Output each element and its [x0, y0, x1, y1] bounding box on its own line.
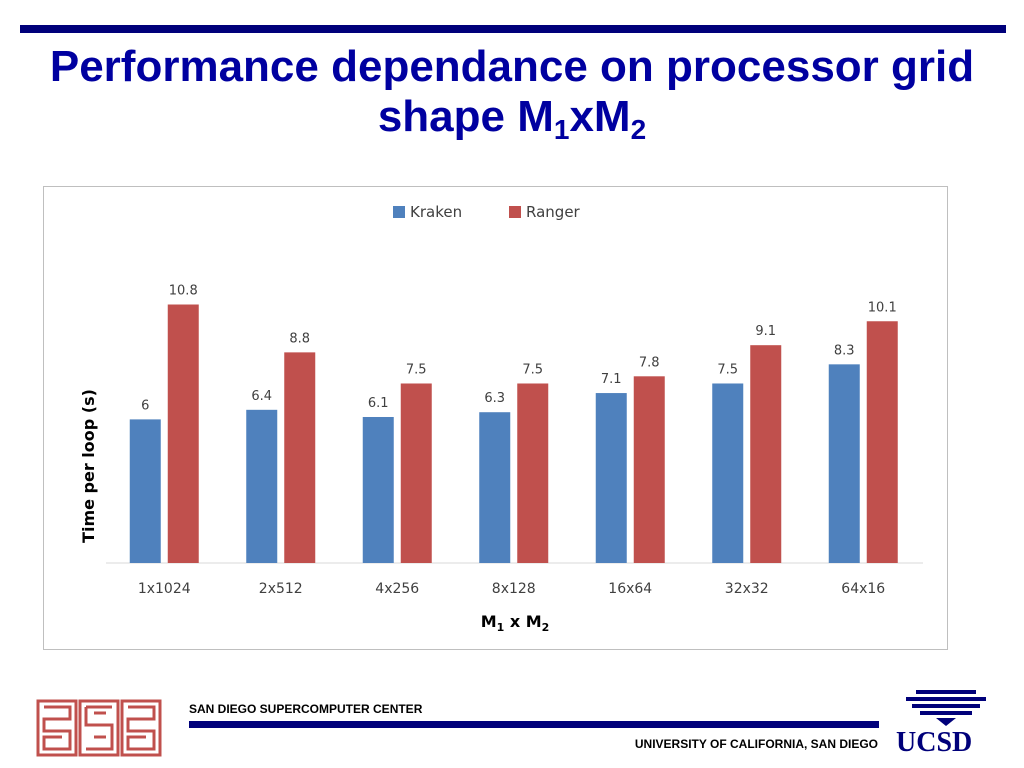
title-subscript-1: 1	[553, 114, 570, 145]
data-label-ranger-1x1024: 10.8	[169, 284, 198, 299]
footer-organization: SAN DIEGO SUPERCOMPUTER CENTER	[189, 702, 423, 716]
sdsc-logo-icon	[36, 699, 162, 757]
bar-ranger-4x256	[400, 383, 432, 563]
bar-kraken-64x16	[828, 364, 860, 563]
data-label-kraken-8x128: 6.3	[484, 391, 505, 406]
bar-ranger-32x32	[750, 345, 782, 563]
bar-ranger-16x64	[633, 376, 665, 563]
ucsd-emblem-icon	[906, 690, 986, 726]
bar-kraken-16x64	[595, 393, 627, 563]
data-label-ranger-4x256: 7.5	[406, 362, 427, 377]
y-axis-title: Time per loop (s)	[79, 389, 98, 543]
bar-ranger-2x512	[284, 352, 316, 563]
title-subscript-2: 2	[630, 114, 647, 145]
slide-title: Performance dependance on processor grid…	[0, 42, 1024, 145]
x-tick-label-8x128: 8x128	[492, 581, 536, 597]
slide-title-line2: shape M1xM2	[0, 92, 1024, 145]
legend-swatch-ranger	[509, 206, 521, 218]
data-label-kraken-64x16: 8.3	[834, 343, 855, 358]
data-label-ranger-8x128: 7.5	[522, 362, 543, 377]
data-label-kraken-4x256: 6.1	[368, 396, 389, 411]
data-label-ranger-64x16: 10.1	[868, 300, 897, 315]
title-top-rule	[20, 25, 1006, 33]
x-tick-label-32x32: 32x32	[725, 581, 769, 597]
data-label-kraken-16x64: 7.1	[601, 372, 622, 387]
bar-ranger-8x128	[517, 383, 549, 563]
bar-kraken-1x1024	[129, 419, 161, 563]
x-axis-title: M1 x M2	[481, 612, 550, 634]
title-shape-mid: xM	[569, 92, 631, 141]
x-tick-label-2x512: 2x512	[259, 581, 303, 597]
bar-ranger-64x16	[866, 321, 898, 563]
footer-university: UNIVERSITY OF CALIFORNIA, SAN DIEGO	[634, 737, 878, 751]
data-label-kraken-2x512: 6.4	[251, 389, 272, 404]
footer-rule	[189, 721, 879, 728]
data-label-ranger-2x512: 8.8	[289, 331, 310, 346]
legend-swatch-kraken	[393, 206, 405, 218]
bar-ranger-1x1024	[167, 304, 199, 563]
legend-label-ranger: Ranger	[526, 203, 581, 221]
bar-kraken-4x256	[362, 416, 394, 563]
x-tick-label-1x1024: 1x1024	[138, 581, 191, 597]
bar-kraken-2x512	[246, 409, 278, 563]
slide-title-line1: Performance dependance on processor grid	[49, 42, 975, 91]
ucsd-logo-text: UCSD	[896, 727, 973, 758]
data-label-ranger-16x64: 7.8	[639, 355, 660, 370]
bar-kraken-8x128	[479, 412, 511, 563]
x-tick-label-64x16: 64x16	[841, 581, 885, 597]
data-label-kraken-1x1024: 6	[141, 398, 149, 413]
bar-kraken-32x32	[712, 383, 744, 563]
data-label-ranger-32x32: 9.1	[755, 324, 776, 339]
x-tick-label-4x256: 4x256	[375, 581, 419, 597]
bar-chart: 6 10.8 1x1024 6.4 8.8 2x512 6.1 7.5 4x256 6.3 7.5 8…	[79, 203, 923, 634]
title-shape-prefix: shape M	[377, 92, 554, 141]
x-tick-label-16x64: 16x64	[608, 581, 652, 597]
data-label-kraken-32x32: 7.5	[717, 362, 738, 377]
legend-label-kraken: Kraken	[410, 203, 462, 221]
